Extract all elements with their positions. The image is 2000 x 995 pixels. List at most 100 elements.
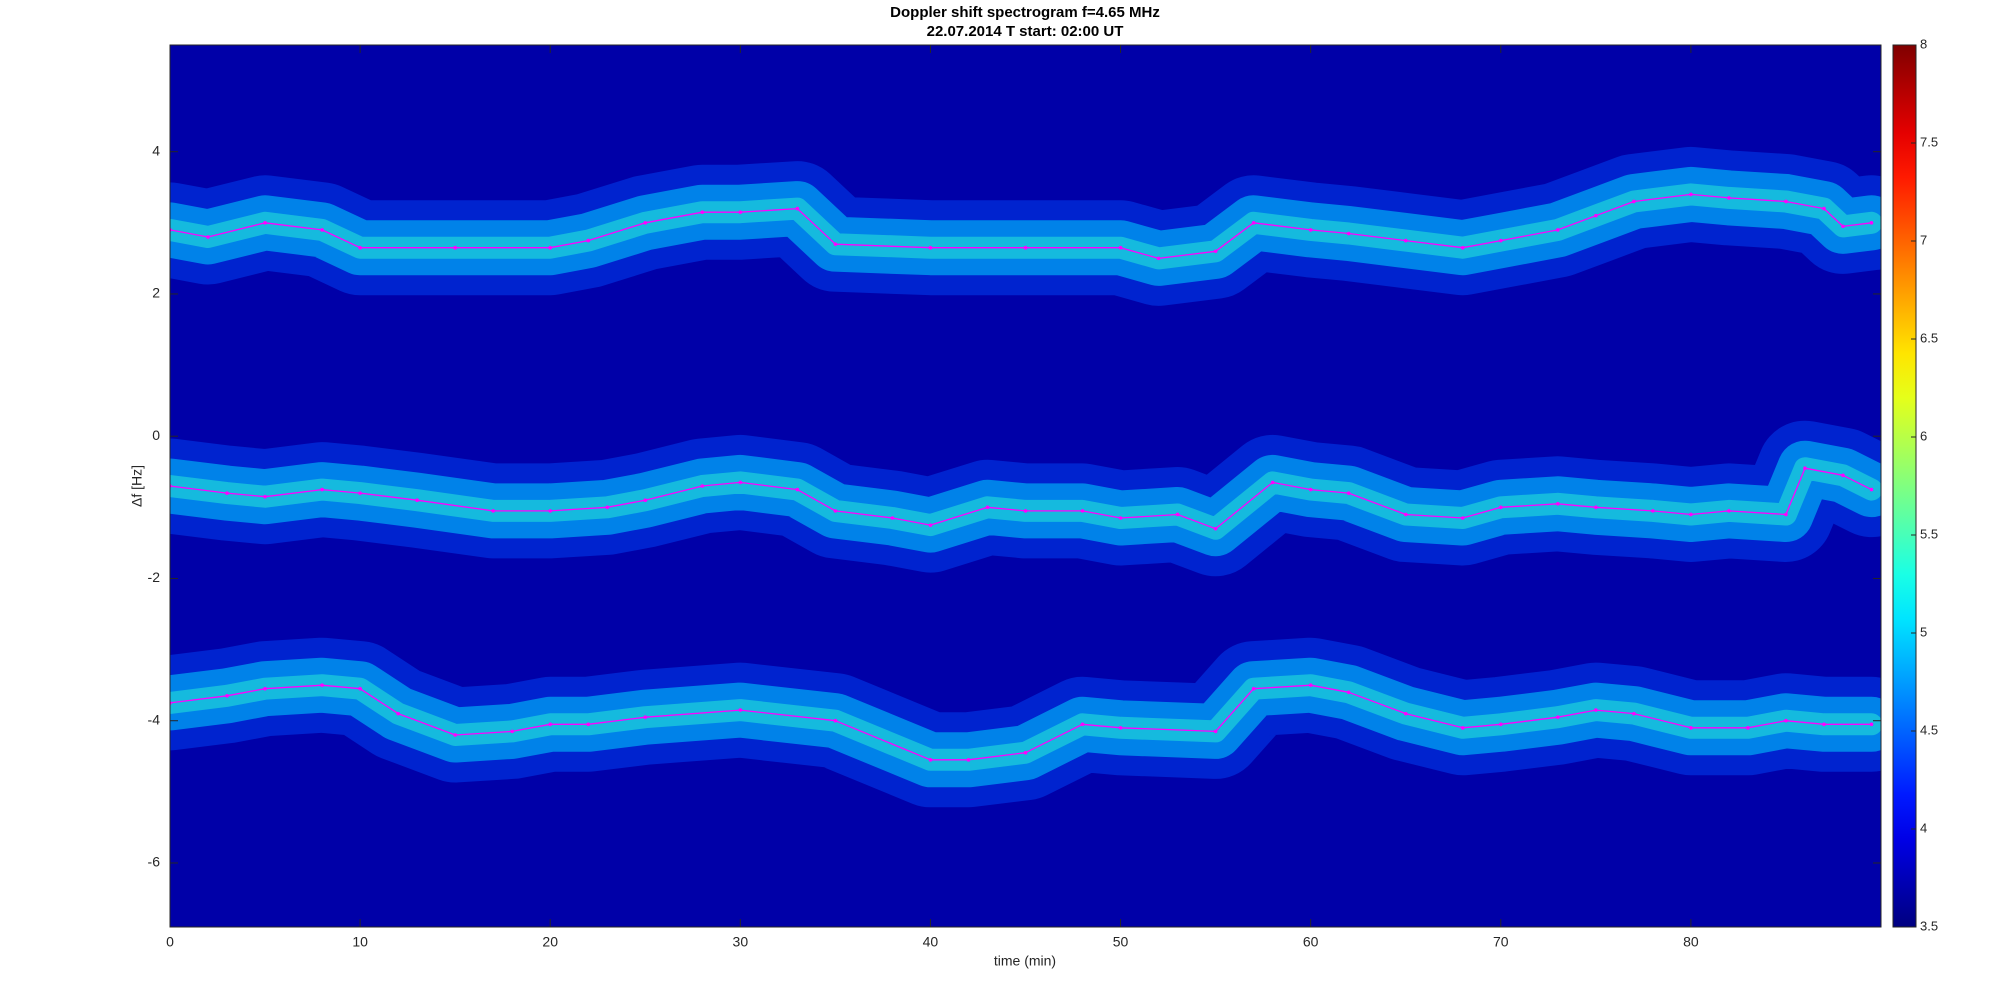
y-tick-label: -2 xyxy=(148,569,161,585)
trace-point xyxy=(225,491,229,495)
trace-point xyxy=(206,235,210,239)
trace-point xyxy=(1841,473,1845,478)
trace-point xyxy=(738,708,743,712)
trace-point xyxy=(928,758,933,762)
y-tick-label: 2 xyxy=(152,285,160,301)
x-axis-label: time (min) xyxy=(994,953,1056,969)
x-tick-label: 50 xyxy=(1113,934,1129,950)
trace-point xyxy=(358,491,362,495)
trace-point xyxy=(358,686,362,691)
trace-point xyxy=(1689,192,1693,197)
trace-point xyxy=(1632,711,1636,716)
colorbar-tick-label: 3.5 xyxy=(1920,918,1938,933)
colorbar-tick-label: 7.5 xyxy=(1920,134,1938,149)
trace-point xyxy=(415,498,419,503)
colorbar-tick-label: 4 xyxy=(1920,820,1927,835)
trace-point xyxy=(1080,509,1085,513)
colorbar-tick-label: 5.5 xyxy=(1920,526,1938,541)
trace-point xyxy=(1594,505,1598,510)
trace-point xyxy=(1822,206,1826,211)
trace-point xyxy=(225,694,229,698)
trace-point xyxy=(320,487,324,492)
trace-point xyxy=(1403,711,1408,716)
trace-point xyxy=(643,715,648,719)
trace-point xyxy=(1213,249,1218,254)
trace-point xyxy=(1251,221,1256,225)
trace-point xyxy=(1784,512,1788,517)
trace-point xyxy=(1023,245,1028,250)
axes-box xyxy=(169,44,1882,928)
chart-subtitle: 22.07.2014 T start: 02:00 UT xyxy=(927,23,1124,40)
trace-point xyxy=(263,494,267,499)
trace-point xyxy=(510,729,514,734)
trace-point xyxy=(928,245,933,250)
y-tick-label: 0 xyxy=(152,427,160,443)
trace-point xyxy=(320,228,324,232)
trace-point xyxy=(1841,224,1845,229)
trace-point xyxy=(320,683,324,687)
trace-point xyxy=(985,505,990,510)
trace-point xyxy=(1869,487,1874,492)
trace-point xyxy=(1784,199,1788,204)
y-tick-label: -6 xyxy=(148,854,161,870)
trace-point xyxy=(1023,750,1028,755)
trace-point xyxy=(1803,466,1807,471)
trace-point xyxy=(1080,722,1085,727)
trace-point xyxy=(263,221,267,225)
trace-point xyxy=(795,206,800,211)
trace-point xyxy=(1651,509,1655,513)
trace-point xyxy=(1346,491,1351,495)
trace-point xyxy=(1403,238,1408,243)
x-tick-label: 10 xyxy=(352,934,368,950)
trace-point xyxy=(1727,509,1731,513)
trace-point xyxy=(1632,199,1636,204)
trace-point xyxy=(1689,726,1693,730)
trace-point xyxy=(1213,729,1218,734)
x-tick-label: 40 xyxy=(923,934,939,950)
trace-point xyxy=(795,487,800,492)
trace-point xyxy=(1727,196,1731,200)
trace-point xyxy=(833,242,838,246)
trace-point xyxy=(1460,516,1465,520)
colorbar-tick-label: 6 xyxy=(1920,428,1927,443)
trace-point xyxy=(453,245,457,250)
trace-point xyxy=(1118,516,1123,520)
colorbar-tick-label: 4.5 xyxy=(1920,722,1938,737)
trace-point xyxy=(738,210,743,214)
y-tick-label: 4 xyxy=(152,142,160,158)
trace-point xyxy=(1460,726,1465,730)
x-tick-label: 20 xyxy=(542,934,558,950)
y-tick-label: -4 xyxy=(148,711,161,727)
trace-point xyxy=(1118,245,1123,250)
trace-point xyxy=(1869,221,1874,225)
trace-point xyxy=(1869,722,1874,727)
trace-point xyxy=(1556,715,1560,719)
colorbar-tick-label: 8 xyxy=(1920,36,1927,51)
trace-point xyxy=(1346,690,1351,695)
trace-point xyxy=(1213,526,1218,531)
trace-point xyxy=(1594,708,1598,712)
y-axis-label: Δf [Hz] xyxy=(129,465,145,507)
trace-point xyxy=(1498,238,1503,243)
trace-point xyxy=(1689,512,1693,517)
trace-point xyxy=(833,509,838,513)
trace-point xyxy=(1746,726,1750,730)
trace-point xyxy=(966,758,971,762)
x-tick-label: 70 xyxy=(1493,934,1509,950)
trace-point xyxy=(263,686,267,691)
trace-point xyxy=(1498,505,1503,510)
trace-point xyxy=(358,245,362,250)
trace-point xyxy=(1784,718,1788,723)
x-tick-label: 60 xyxy=(1303,934,1319,950)
x-tick-label: 0 xyxy=(166,934,174,950)
trace-point xyxy=(1308,228,1313,232)
colorbar xyxy=(1892,44,1917,928)
trace-point xyxy=(1556,228,1560,232)
trace-point xyxy=(928,523,933,527)
trace-point xyxy=(890,516,895,520)
chart-title: Doppler shift spectrogram f=4.65 MHz xyxy=(890,4,1160,21)
trace-point xyxy=(396,711,400,716)
trace-point xyxy=(548,722,553,727)
trace-point xyxy=(700,484,705,488)
